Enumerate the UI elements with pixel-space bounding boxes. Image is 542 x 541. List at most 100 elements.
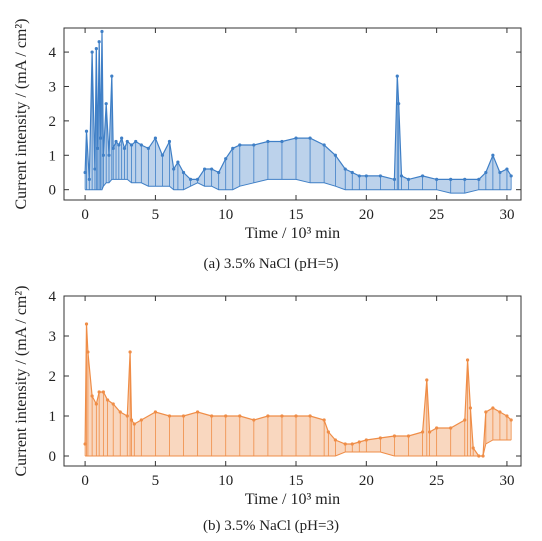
data-point <box>224 157 228 161</box>
data-point <box>498 170 502 175</box>
data-point <box>392 434 397 438</box>
data-point <box>505 414 509 418</box>
data-point <box>210 167 214 171</box>
data-point <box>308 136 312 140</box>
x-tick-label: 30 <box>499 473 514 489</box>
data-point <box>238 414 242 418</box>
data-point <box>129 418 134 422</box>
data-point <box>224 414 228 418</box>
data-point <box>471 446 475 450</box>
data-point <box>477 177 481 181</box>
data-point <box>463 418 467 422</box>
y-tick-label: 0 <box>49 449 57 465</box>
data-point <box>83 442 87 446</box>
data-point <box>110 74 114 78</box>
data-point <box>449 177 453 181</box>
data-point <box>94 402 98 406</box>
plot-frame <box>63 27 522 201</box>
data-point <box>484 410 488 414</box>
data-point <box>105 398 110 402</box>
x-tick-label: 5 <box>152 207 160 223</box>
data-point <box>509 174 513 178</box>
data-point <box>181 170 186 175</box>
data-point <box>93 167 97 171</box>
data-point <box>280 414 284 418</box>
series-band <box>85 31 512 194</box>
data-point <box>378 174 382 178</box>
data-point <box>118 410 122 414</box>
data-point <box>322 143 326 147</box>
data-point <box>280 139 284 144</box>
data-point <box>477 454 481 458</box>
x-tick-label: 0 <box>81 207 89 223</box>
data-point <box>134 139 138 144</box>
data-point <box>350 442 354 446</box>
x-tick-label: 15 <box>289 207 304 223</box>
y-tick-label: 3 <box>49 329 57 345</box>
data-point <box>498 410 502 414</box>
data-point <box>176 160 180 164</box>
data-point <box>139 143 143 147</box>
data-point <box>364 438 368 442</box>
data-point <box>357 440 361 444</box>
data-point <box>435 426 439 430</box>
data-point <box>87 177 91 181</box>
data-point <box>132 422 136 426</box>
data-point <box>294 136 298 140</box>
x-tick-label: 10 <box>218 473 233 489</box>
data-point <box>350 170 354 175</box>
x-tick-label: 15 <box>289 473 304 489</box>
data-point <box>392 177 397 181</box>
series-band <box>85 324 512 456</box>
data-point <box>167 414 172 418</box>
data-point <box>420 430 425 434</box>
data-point <box>195 177 200 181</box>
data-point <box>181 414 186 418</box>
data-point <box>125 139 129 144</box>
x-tick-label: 10 <box>218 207 233 223</box>
data-point <box>86 350 90 354</box>
data-point <box>94 47 98 51</box>
data-point <box>252 143 256 147</box>
x-tick-label: 30 <box>499 207 514 223</box>
data-point <box>167 139 172 144</box>
y-tick-label: 2 <box>49 114 57 130</box>
data-point <box>465 358 470 362</box>
data-point <box>406 434 411 438</box>
y-tick-label: 1 <box>49 409 57 425</box>
data-point <box>188 177 193 181</box>
data-point <box>104 102 108 106</box>
data-point <box>343 167 347 171</box>
data-point <box>308 414 312 418</box>
y-tick-label: 2 <box>49 369 57 385</box>
data-point <box>238 143 242 147</box>
data-point <box>84 129 89 133</box>
data-point <box>117 143 121 147</box>
x-axis-label: Time / 10³ min <box>245 225 340 242</box>
data-point <box>357 174 361 178</box>
y-tick-label: 3 <box>49 79 57 95</box>
data-point <box>128 350 132 354</box>
chart-b-caption: (b) 3.5% NaCl (pH=3) <box>203 518 339 534</box>
x-tick-label: 25 <box>429 207 444 223</box>
data-point <box>107 153 111 157</box>
data-point <box>125 414 129 418</box>
data-point <box>333 438 337 442</box>
data-point <box>101 153 105 157</box>
data-point <box>153 410 157 414</box>
x-tick-label: 5 <box>152 473 160 489</box>
chart-b: 0 5 10 15 20 25 30 0 1 2 3 4 Time / 10³ min Current i… <box>13 286 522 508</box>
data-point <box>111 146 115 150</box>
data-point <box>90 394 94 398</box>
y-tick-label: 0 <box>49 183 57 199</box>
data-point <box>96 146 100 150</box>
data-point <box>120 136 124 140</box>
data-point <box>266 139 270 144</box>
plot-frame <box>63 295 522 467</box>
data-point <box>463 177 467 181</box>
chart-a-caption: (a) 3.5% NaCl (pH=5) <box>203 256 339 272</box>
data-point <box>481 454 485 458</box>
data-point <box>84 322 89 326</box>
x-tick-label: 25 <box>429 473 444 489</box>
